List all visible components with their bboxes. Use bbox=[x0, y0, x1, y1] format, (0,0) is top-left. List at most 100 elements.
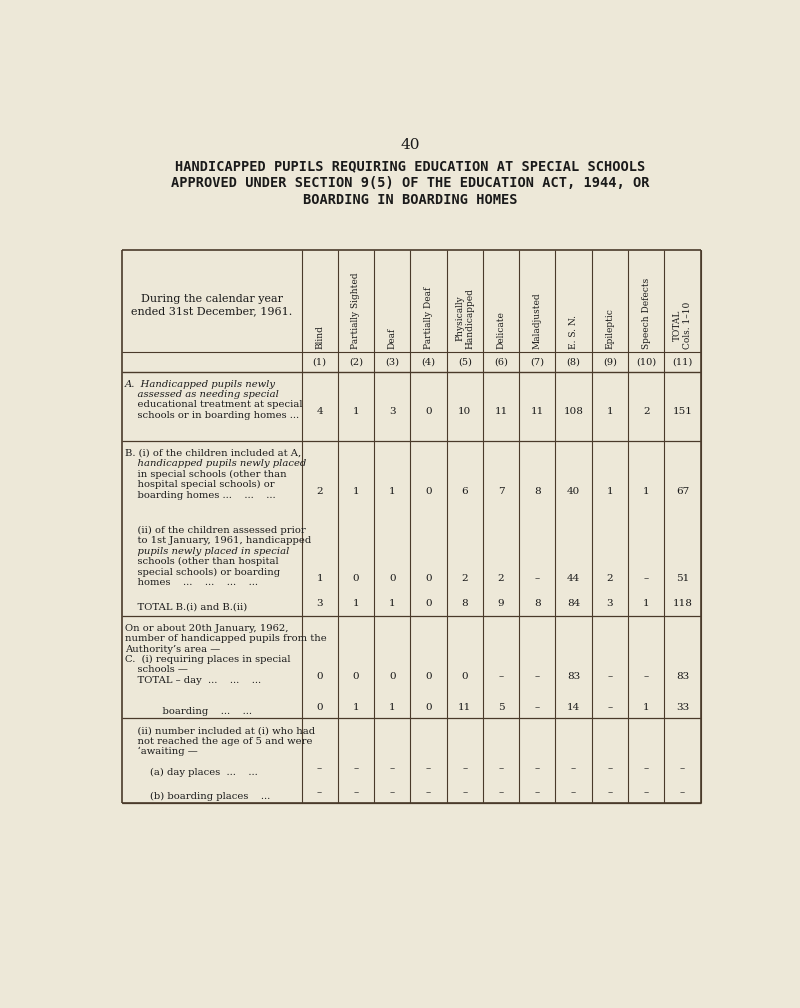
Text: 0: 0 bbox=[425, 599, 432, 608]
Text: –: – bbox=[534, 575, 540, 584]
Text: 0: 0 bbox=[316, 704, 323, 713]
Text: 40: 40 bbox=[567, 487, 580, 496]
Text: Blind: Blind bbox=[315, 325, 324, 349]
Text: A.  Handicapped pupils newly: A. Handicapped pupils newly bbox=[125, 380, 276, 389]
Text: –: – bbox=[498, 788, 504, 797]
Text: 83: 83 bbox=[567, 672, 580, 681]
Text: 14: 14 bbox=[567, 704, 580, 713]
Text: (10): (10) bbox=[636, 358, 656, 367]
Text: 1: 1 bbox=[353, 599, 359, 608]
Text: –: – bbox=[317, 788, 322, 797]
Text: 6: 6 bbox=[462, 487, 468, 496]
Text: APPROVED UNDER SECTION 9(5) OF THE EDUCATION ACT, 1944, OR: APPROVED UNDER SECTION 9(5) OF THE EDUCA… bbox=[170, 176, 650, 191]
Text: TOTAL B.(i) and B.(ii): TOTAL B.(i) and B.(ii) bbox=[125, 603, 247, 612]
Text: –: – bbox=[390, 788, 395, 797]
Text: –: – bbox=[643, 764, 649, 773]
Text: Epileptic: Epileptic bbox=[606, 308, 614, 349]
Text: (11): (11) bbox=[672, 358, 693, 367]
Text: 0: 0 bbox=[425, 704, 432, 713]
Text: –: – bbox=[462, 764, 467, 773]
Text: 4: 4 bbox=[316, 407, 323, 416]
Text: 9: 9 bbox=[498, 599, 504, 608]
Text: 108: 108 bbox=[564, 407, 583, 416]
Text: 11: 11 bbox=[458, 704, 471, 713]
Text: TOTAL – day  ...    ...    ...: TOTAL – day ... ... ... bbox=[125, 675, 261, 684]
Text: in special schools (other than: in special schools (other than bbox=[125, 470, 286, 479]
Text: (7): (7) bbox=[530, 358, 544, 367]
Text: Speech Defects: Speech Defects bbox=[642, 277, 650, 349]
Text: 3: 3 bbox=[389, 407, 395, 416]
Text: 11: 11 bbox=[494, 407, 508, 416]
Text: –: – bbox=[534, 764, 540, 773]
Text: 5: 5 bbox=[498, 704, 504, 713]
Text: –: – bbox=[607, 764, 613, 773]
Text: –: – bbox=[643, 672, 649, 681]
Text: 0: 0 bbox=[389, 672, 395, 681]
Text: 0: 0 bbox=[316, 672, 323, 681]
Text: Authority’s area —: Authority’s area — bbox=[125, 644, 220, 653]
Text: handicapped pupils newly placed: handicapped pupils newly placed bbox=[125, 460, 306, 469]
Text: homes    ...    ...    ...    ...: homes ... ... ... ... bbox=[125, 578, 258, 587]
Text: (8): (8) bbox=[566, 358, 581, 367]
Text: 1: 1 bbox=[606, 407, 614, 416]
Text: –: – bbox=[498, 764, 504, 773]
Text: 0: 0 bbox=[425, 407, 432, 416]
Text: Maladjusted: Maladjusted bbox=[533, 292, 542, 349]
Text: BOARDING IN BOARDING HOMES: BOARDING IN BOARDING HOMES bbox=[302, 194, 518, 208]
Text: –: – bbox=[571, 788, 576, 797]
Text: 1: 1 bbox=[643, 487, 650, 496]
Text: –: – bbox=[534, 788, 540, 797]
Text: 40: 40 bbox=[400, 138, 420, 152]
Text: (4): (4) bbox=[422, 358, 435, 367]
Text: 8: 8 bbox=[534, 487, 541, 496]
Text: 1: 1 bbox=[389, 704, 395, 713]
Text: –: – bbox=[462, 788, 467, 797]
Text: number of handicapped pupils from the: number of handicapped pupils from the bbox=[125, 634, 326, 643]
Text: educational treatment at special: educational treatment at special bbox=[125, 400, 302, 409]
Text: 1: 1 bbox=[606, 487, 614, 496]
Text: 2: 2 bbox=[606, 575, 614, 584]
Text: 0: 0 bbox=[353, 575, 359, 584]
Text: 151: 151 bbox=[673, 407, 693, 416]
Text: hospital special schools) or: hospital special schools) or bbox=[125, 480, 274, 489]
Text: (6): (6) bbox=[494, 358, 508, 367]
Text: 2: 2 bbox=[462, 575, 468, 584]
Text: 3: 3 bbox=[606, 599, 614, 608]
Text: –: – bbox=[534, 672, 540, 681]
Text: 83: 83 bbox=[676, 672, 689, 681]
Text: 0: 0 bbox=[462, 672, 468, 681]
Text: 8: 8 bbox=[534, 599, 541, 608]
Text: 84: 84 bbox=[567, 599, 580, 608]
Text: 0: 0 bbox=[425, 575, 432, 584]
Text: –: – bbox=[607, 672, 613, 681]
Text: 1: 1 bbox=[353, 487, 359, 496]
Text: ended 31st December, 1961.: ended 31st December, 1961. bbox=[131, 306, 292, 317]
Text: Delicate: Delicate bbox=[497, 311, 506, 349]
Text: 33: 33 bbox=[676, 704, 689, 713]
Text: 7: 7 bbox=[498, 487, 504, 496]
Text: 1: 1 bbox=[353, 704, 359, 713]
Text: 10: 10 bbox=[458, 407, 471, 416]
Text: (b) boarding places    ...: (b) boarding places ... bbox=[125, 791, 270, 800]
Text: (9): (9) bbox=[603, 358, 617, 367]
Text: 3: 3 bbox=[316, 599, 323, 608]
Text: –: – bbox=[607, 788, 613, 797]
Text: pupils newly placed in special: pupils newly placed in special bbox=[125, 546, 289, 555]
Text: –: – bbox=[643, 788, 649, 797]
Text: –: – bbox=[571, 764, 576, 773]
Text: Deaf: Deaf bbox=[388, 328, 397, 349]
Text: 0: 0 bbox=[389, 575, 395, 584]
Text: (3): (3) bbox=[386, 358, 399, 367]
Text: Partially Deaf: Partially Deaf bbox=[424, 286, 433, 349]
Text: 1: 1 bbox=[389, 599, 395, 608]
Text: B. (i) of the children included at A,: B. (i) of the children included at A, bbox=[125, 449, 301, 458]
Text: assessed as needing special: assessed as needing special bbox=[125, 390, 278, 399]
Text: ‘awaiting —: ‘awaiting — bbox=[125, 747, 198, 756]
Text: –: – bbox=[498, 672, 504, 681]
Text: to 1st January, 1961, handicapped: to 1st January, 1961, handicapped bbox=[125, 536, 311, 545]
Text: (a) day places  ...    ...: (a) day places ... ... bbox=[125, 768, 258, 777]
Text: 0: 0 bbox=[425, 672, 432, 681]
Text: schools (other than hospital: schools (other than hospital bbox=[125, 557, 278, 566]
Text: (5): (5) bbox=[458, 358, 472, 367]
Text: (1): (1) bbox=[313, 358, 326, 367]
